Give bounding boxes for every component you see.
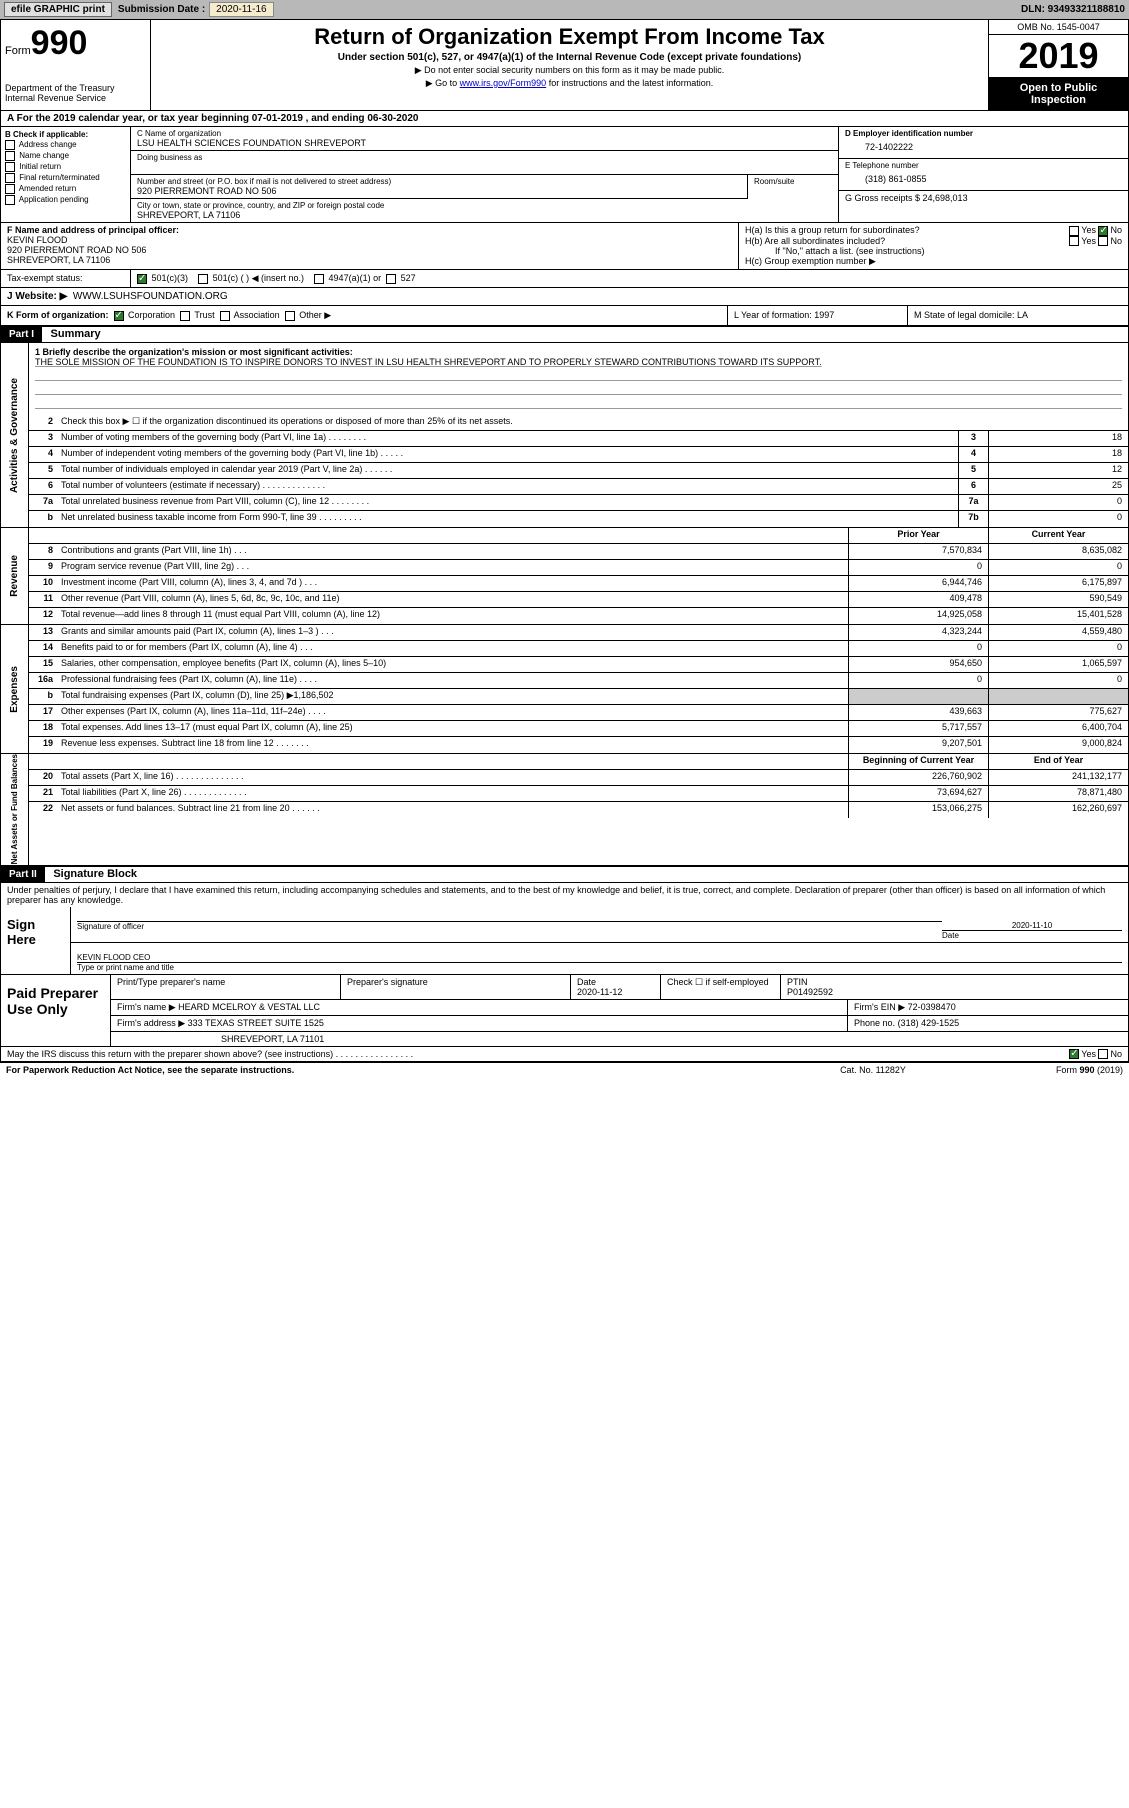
- col-c-org-info: C Name of organizationLSU HEALTH SCIENCE…: [131, 127, 838, 222]
- data-line: 9 Program service revenue (Part VIII, li…: [29, 560, 1128, 576]
- col-de: D Employer identification number72-14022…: [838, 127, 1128, 222]
- revenue-label: Revenue: [9, 555, 20, 597]
- data-line: b Total fundraising expenses (Part IX, c…: [29, 689, 1128, 705]
- submission-info: Submission Date : 2020-11-16: [118, 2, 274, 17]
- data-line: 15 Salaries, other compensation, employe…: [29, 657, 1128, 673]
- part-2-header: Part II: [1, 867, 45, 882]
- expenses-label: Expenses: [9, 666, 20, 713]
- mission-statement: THE SOLE MISSION OF THE FOUNDATION IS TO…: [35, 357, 1122, 367]
- phone: (318) 861-0855: [845, 170, 1122, 188]
- state-domicile: M State of legal domicile: LA: [908, 306, 1128, 325]
- data-line: 19 Revenue less expenses. Subtract line …: [29, 737, 1128, 753]
- row-a-tax-year: A For the 2019 calendar year, or tax yea…: [1, 111, 1128, 127]
- paperwork-notice: For Paperwork Reduction Act Notice, see …: [6, 1065, 294, 1075]
- data-line: 18 Total expenses. Add lines 13–17 (must…: [29, 721, 1128, 737]
- ptin: P01492592: [787, 987, 833, 997]
- paid-preparer: Paid Preparer Use Only: [1, 975, 111, 1046]
- data-line: 16a Professional fundraising fees (Part …: [29, 673, 1128, 689]
- col-h-group: H(a) Is this a group return for subordin…: [738, 223, 1128, 269]
- dept-label: Department of the Treasury Internal Reve…: [5, 83, 146, 103]
- data-line: 13 Grants and similar amounts paid (Part…: [29, 625, 1128, 641]
- cat-no: Cat. No. 11282Y: [773, 1065, 973, 1075]
- gov-line: b Net unrelated business taxable income …: [29, 511, 1128, 527]
- col-b-checkboxes: B Check if applicable: Address change Na…: [1, 127, 131, 222]
- form-footer: Form 990 (2019): [973, 1065, 1123, 1075]
- omb-number: OMB No. 1545-0047: [989, 20, 1128, 35]
- tax-exempt-label: Tax-exempt status:: [1, 270, 131, 287]
- discuss-question: May the IRS discuss this return with the…: [7, 1049, 1069, 1060]
- form-of-org: K Form of organization: Corporation Trus…: [1, 306, 728, 325]
- form-990-container: Form990 Department of the Treasury Inter…: [0, 19, 1129, 1063]
- data-line: 20 Total assets (Part X, line 16) . . . …: [29, 770, 1128, 786]
- ein: 72-1402222: [845, 138, 1122, 156]
- irs-link[interactable]: www.irs.gov/Form990: [460, 78, 547, 88]
- tax-year: 2019: [989, 35, 1128, 78]
- netassets-label: Net Assets or Fund Balances: [10, 754, 19, 864]
- data-line: 14 Benefits paid to or for members (Part…: [29, 641, 1128, 657]
- org-name: LSU HEALTH SCIENCES FOUNDATION SHREVEPOR…: [137, 138, 832, 148]
- declaration: Under penalties of perjury, I declare th…: [1, 883, 1128, 907]
- data-line: 8 Contributions and grants (Part VIII, l…: [29, 544, 1128, 560]
- data-line: 12 Total revenue—add lines 8 through 11 …: [29, 608, 1128, 624]
- part-1-header: Part I: [1, 327, 42, 342]
- data-line: 11 Other revenue (Part VIII, column (A),…: [29, 592, 1128, 608]
- col-f-officer: F Name and address of principal officer:…: [1, 223, 738, 269]
- form-header: Form990 Department of the Treasury Inter…: [1, 20, 1128, 111]
- website: WWW.LSUHSFOUNDATION.ORG: [73, 291, 228, 302]
- gov-line: 3 Number of voting members of the govern…: [29, 431, 1128, 447]
- dln: DLN: 93493321188810: [1021, 4, 1125, 15]
- org-address: 920 PIERREMONT ROAD NO 506: [137, 186, 741, 196]
- sign-here: Sign Here: [1, 907, 71, 974]
- gov-line: 7a Total unrelated business revenue from…: [29, 495, 1128, 511]
- firm-name: HEARD MCELROY & VESTAL LLC: [178, 1002, 320, 1012]
- data-line: 10 Investment income (Part VIII, column …: [29, 576, 1128, 592]
- data-line: 22 Net assets or fund balances. Subtract…: [29, 802, 1128, 818]
- gov-line: 5 Total number of individuals employed i…: [29, 463, 1128, 479]
- public-inspection: Open to Public Inspection: [989, 78, 1128, 110]
- gov-line: 4 Number of independent voting members o…: [29, 447, 1128, 463]
- governance-label: Activities & Governance: [9, 378, 20, 493]
- efile-button[interactable]: efile GRAPHIC print: [4, 2, 112, 17]
- data-line: 17 Other expenses (Part IX, column (A), …: [29, 705, 1128, 721]
- data-line: 21 Total liabilities (Part X, line 26) .…: [29, 786, 1128, 802]
- gov-line: 6 Total number of volunteers (estimate i…: [29, 479, 1128, 495]
- gross-receipts: G Gross receipts $ 24,698,013: [845, 193, 1122, 203]
- top-bar: efile GRAPHIC print Submission Date : 20…: [0, 0, 1129, 19]
- year-formation: L Year of formation: 1997: [728, 306, 908, 325]
- officer-name: KEVIN FLOOD CEO: [77, 953, 1122, 962]
- form-title: Return of Organization Exempt From Incom…: [159, 24, 980, 50]
